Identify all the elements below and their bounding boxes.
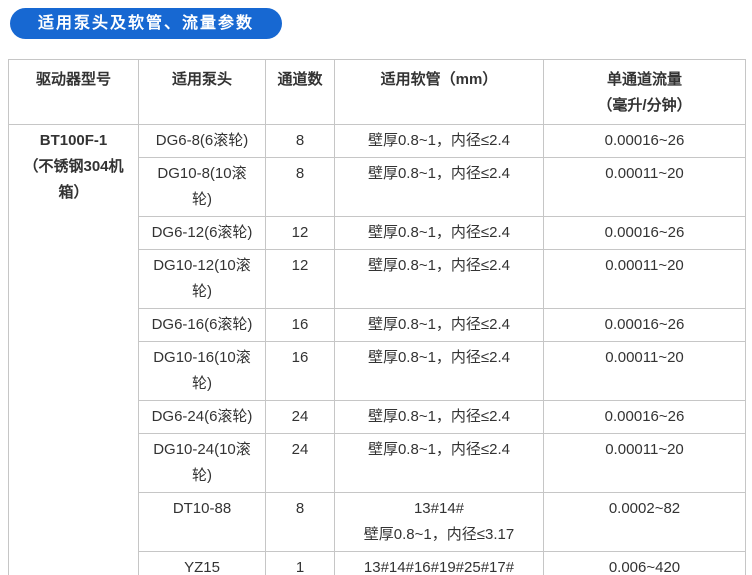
table-row: DG6-16(6滚轮) 16 壁厚0.8~1，内径≤2.4 0.00016~26 [9,308,746,342]
section-title: 适用泵头及软管、流量参数 [38,15,255,32]
tubing-cell: 13#14# 壁厚0.8~1，内径≤3.17 [334,492,544,552]
col-header-channels: 通道数 [265,59,335,125]
channels-cell: 8 [265,157,335,217]
flow-cell: 0.00016~26 [543,124,746,158]
flow-cell: 0.00016~26 [543,308,746,342]
tubing-cell: 壁厚0.8~1，内径≤2.4 [334,308,544,342]
pump-head-cell: DG6-24(6滚轮) [138,400,266,434]
table-row: YZ15 1 13#14#16#19#25#17# 0.006~420 [9,551,746,575]
driver-model-cell: BT100F-1 （不锈钢304机箱） [8,124,139,575]
pump-head-cell: DG6-16(6滚轮) [138,308,266,342]
pump-head-cell: DT10-88 [138,492,266,552]
table-row: DG10-8(10滚轮) 8 壁厚0.8~1，内径≤2.4 0.00011~20 [9,157,746,217]
tubing-cell: 壁厚0.8~1，内径≤2.4 [334,249,544,309]
col-header-flow: 单通道流量 （毫升/分钟） [543,59,746,125]
pump-head-cell: DG10-8(10滚轮) [138,157,266,217]
flow-cell: 0.00016~26 [543,400,746,434]
flow-cell: 0.00011~20 [543,341,746,401]
col-header-pump-head: 适用泵头 [138,59,266,125]
driver-model-note: （不锈钢304机箱） [23,158,124,201]
col-header-flow-line1: 单通道流量 [606,71,682,88]
tubing-cell: 壁厚0.8~1，内径≤2.4 [334,341,544,401]
table-row: DG10-16(10滚轮) 16 壁厚0.8~1，内径≤2.4 0.00011~… [9,341,746,401]
table-row: DG6-12(6滚轮) 12 壁厚0.8~1，内径≤2.4 0.00016~26 [9,216,746,250]
driver-model: BT100F-1 [39,132,108,149]
pump-head-cell: YZ15 [138,551,266,575]
channels-cell: 24 [265,400,335,434]
channels-cell: 16 [265,341,335,401]
channels-cell: 8 [265,124,335,158]
table-row: DG10-12(10滚轮) 12 壁厚0.8~1，内径≤2.4 0.00011~… [9,249,746,309]
channels-cell: 12 [265,249,335,309]
tubing-cell: 13#14#16#19#25#17# [334,551,544,575]
pump-head-cell: DG10-16(10滚轮) [138,341,266,401]
flow-cell: 0.0002~82 [543,492,746,552]
tubing-cell: 壁厚0.8~1，内径≤2.4 [334,157,544,217]
channels-cell: 16 [265,308,335,342]
tubing-line2: 壁厚0.8~1，内径≤3.17 [363,526,515,543]
tubing-cell: 壁厚0.8~1，内径≤2.4 [334,433,544,493]
table-row: BT100F-1 （不锈钢304机箱） DG6-8(6滚轮) 8 壁厚0.8~1… [8,124,746,575]
channels-cell: 1 [265,551,335,575]
col-header-driver-model: 驱动器型号 [8,59,139,125]
flow-cell: 0.00011~20 [543,157,746,217]
flow-cell: 0.006~420 [543,551,746,575]
pump-head-cell: DG6-12(6滚轮) [138,216,266,250]
channels-cell: 8 [265,492,335,552]
header-row: 驱动器型号 适用泵头 通道数 适用软管（mm） 单通道流量 （毫升/分钟） [8,59,746,125]
channels-cell: 12 [265,216,335,250]
flow-cell: 0.00016~26 [543,216,746,250]
tubing-cell: 壁厚0.8~1，内径≤2.4 [334,400,544,434]
pump-parameters-table: 驱动器型号 适用泵头 通道数 适用软管（mm） 单通道流量 （毫升/分钟） BT… [8,59,746,575]
tubing-cell: 壁厚0.8~1，内径≤2.4 [334,216,544,250]
table-row: DT10-88 8 13#14# 壁厚0.8~1，内径≤3.17 0.0002~… [9,492,746,552]
table-row: DG6-24(6滚轮) 24 壁厚0.8~1，内径≤2.4 0.00016~26 [9,400,746,434]
pump-head-cell: DG10-24(10滚轮) [138,433,266,493]
flow-cell: 0.00011~20 [543,433,746,493]
pump-head-cell: DG6-8(6滚轮) [138,124,266,158]
tubing-cell: 壁厚0.8~1，内径≤2.4 [334,124,544,158]
section-title-badge: 适用泵头及软管、流量参数 [10,8,283,39]
pump-head-cell: DG10-12(10滚轮) [138,249,266,309]
col-header-flow-line2: （毫升/分钟） [597,97,692,114]
channels-cell: 24 [265,433,335,493]
flow-cell: 0.00011~20 [543,249,746,309]
col-header-tubing: 适用软管（mm） [334,59,544,125]
tubing-line1: 13#14# [413,500,465,517]
